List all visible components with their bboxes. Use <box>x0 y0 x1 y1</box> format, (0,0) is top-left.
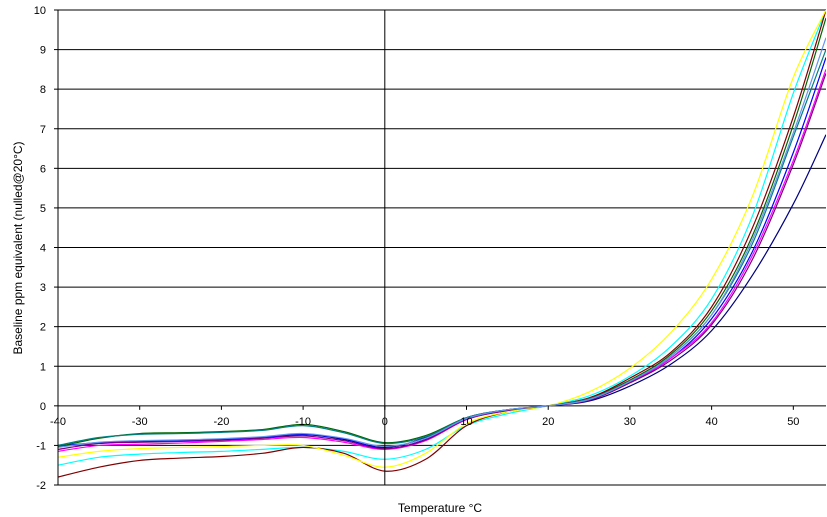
y-tick-label: 0 <box>40 401 46 413</box>
series-line-3 <box>58 17 826 448</box>
y-tick-label: 1 <box>40 361 46 373</box>
y-tick-label: 10 <box>34 5 46 17</box>
x-axis-title: Temperature °C <box>398 501 482 515</box>
series-line-5 <box>58 10 826 466</box>
y-tick-label: 6 <box>40 163 46 175</box>
series-line-4 <box>58 69 826 452</box>
y-axis-title: Baseline ppm equivalent (nulled@20°C) <box>11 141 25 354</box>
x-tick-label: -20 <box>213 416 229 428</box>
y-tick-label: 9 <box>40 45 46 57</box>
x-tick-label: 20 <box>542 416 554 428</box>
y-tick-label: -1 <box>36 440 46 452</box>
series-line-10 <box>58 37 826 448</box>
series-line-6 <box>58 10 826 478</box>
x-tick-label: 10 <box>460 416 472 428</box>
x-tick-label: -10 <box>295 416 311 428</box>
y-tick-label: 4 <box>40 243 46 255</box>
x-tick-label: 30 <box>624 416 636 428</box>
x-tick-label: -30 <box>132 416 148 428</box>
y-tick-label: 2 <box>40 322 46 334</box>
y-tick-label: -2 <box>36 480 46 492</box>
y-tick-label: 7 <box>40 124 46 136</box>
x-tick-label: 40 <box>705 416 717 428</box>
y-tick-label: 3 <box>40 282 46 294</box>
y-tick-label: 5 <box>40 203 46 215</box>
series-line-9 <box>58 73 826 450</box>
series-line-7 <box>58 10 826 468</box>
x-tick-label: -40 <box>50 416 66 428</box>
gridlines <box>58 9 826 486</box>
series-line-2 <box>58 57 826 450</box>
series-group <box>58 10 826 478</box>
axes <box>54 9 794 486</box>
series-line-1 <box>58 134 826 448</box>
x-tick-label: 0 <box>382 416 388 428</box>
y-tick-label: 8 <box>40 84 46 96</box>
x-tick-label: 50 <box>787 416 799 428</box>
